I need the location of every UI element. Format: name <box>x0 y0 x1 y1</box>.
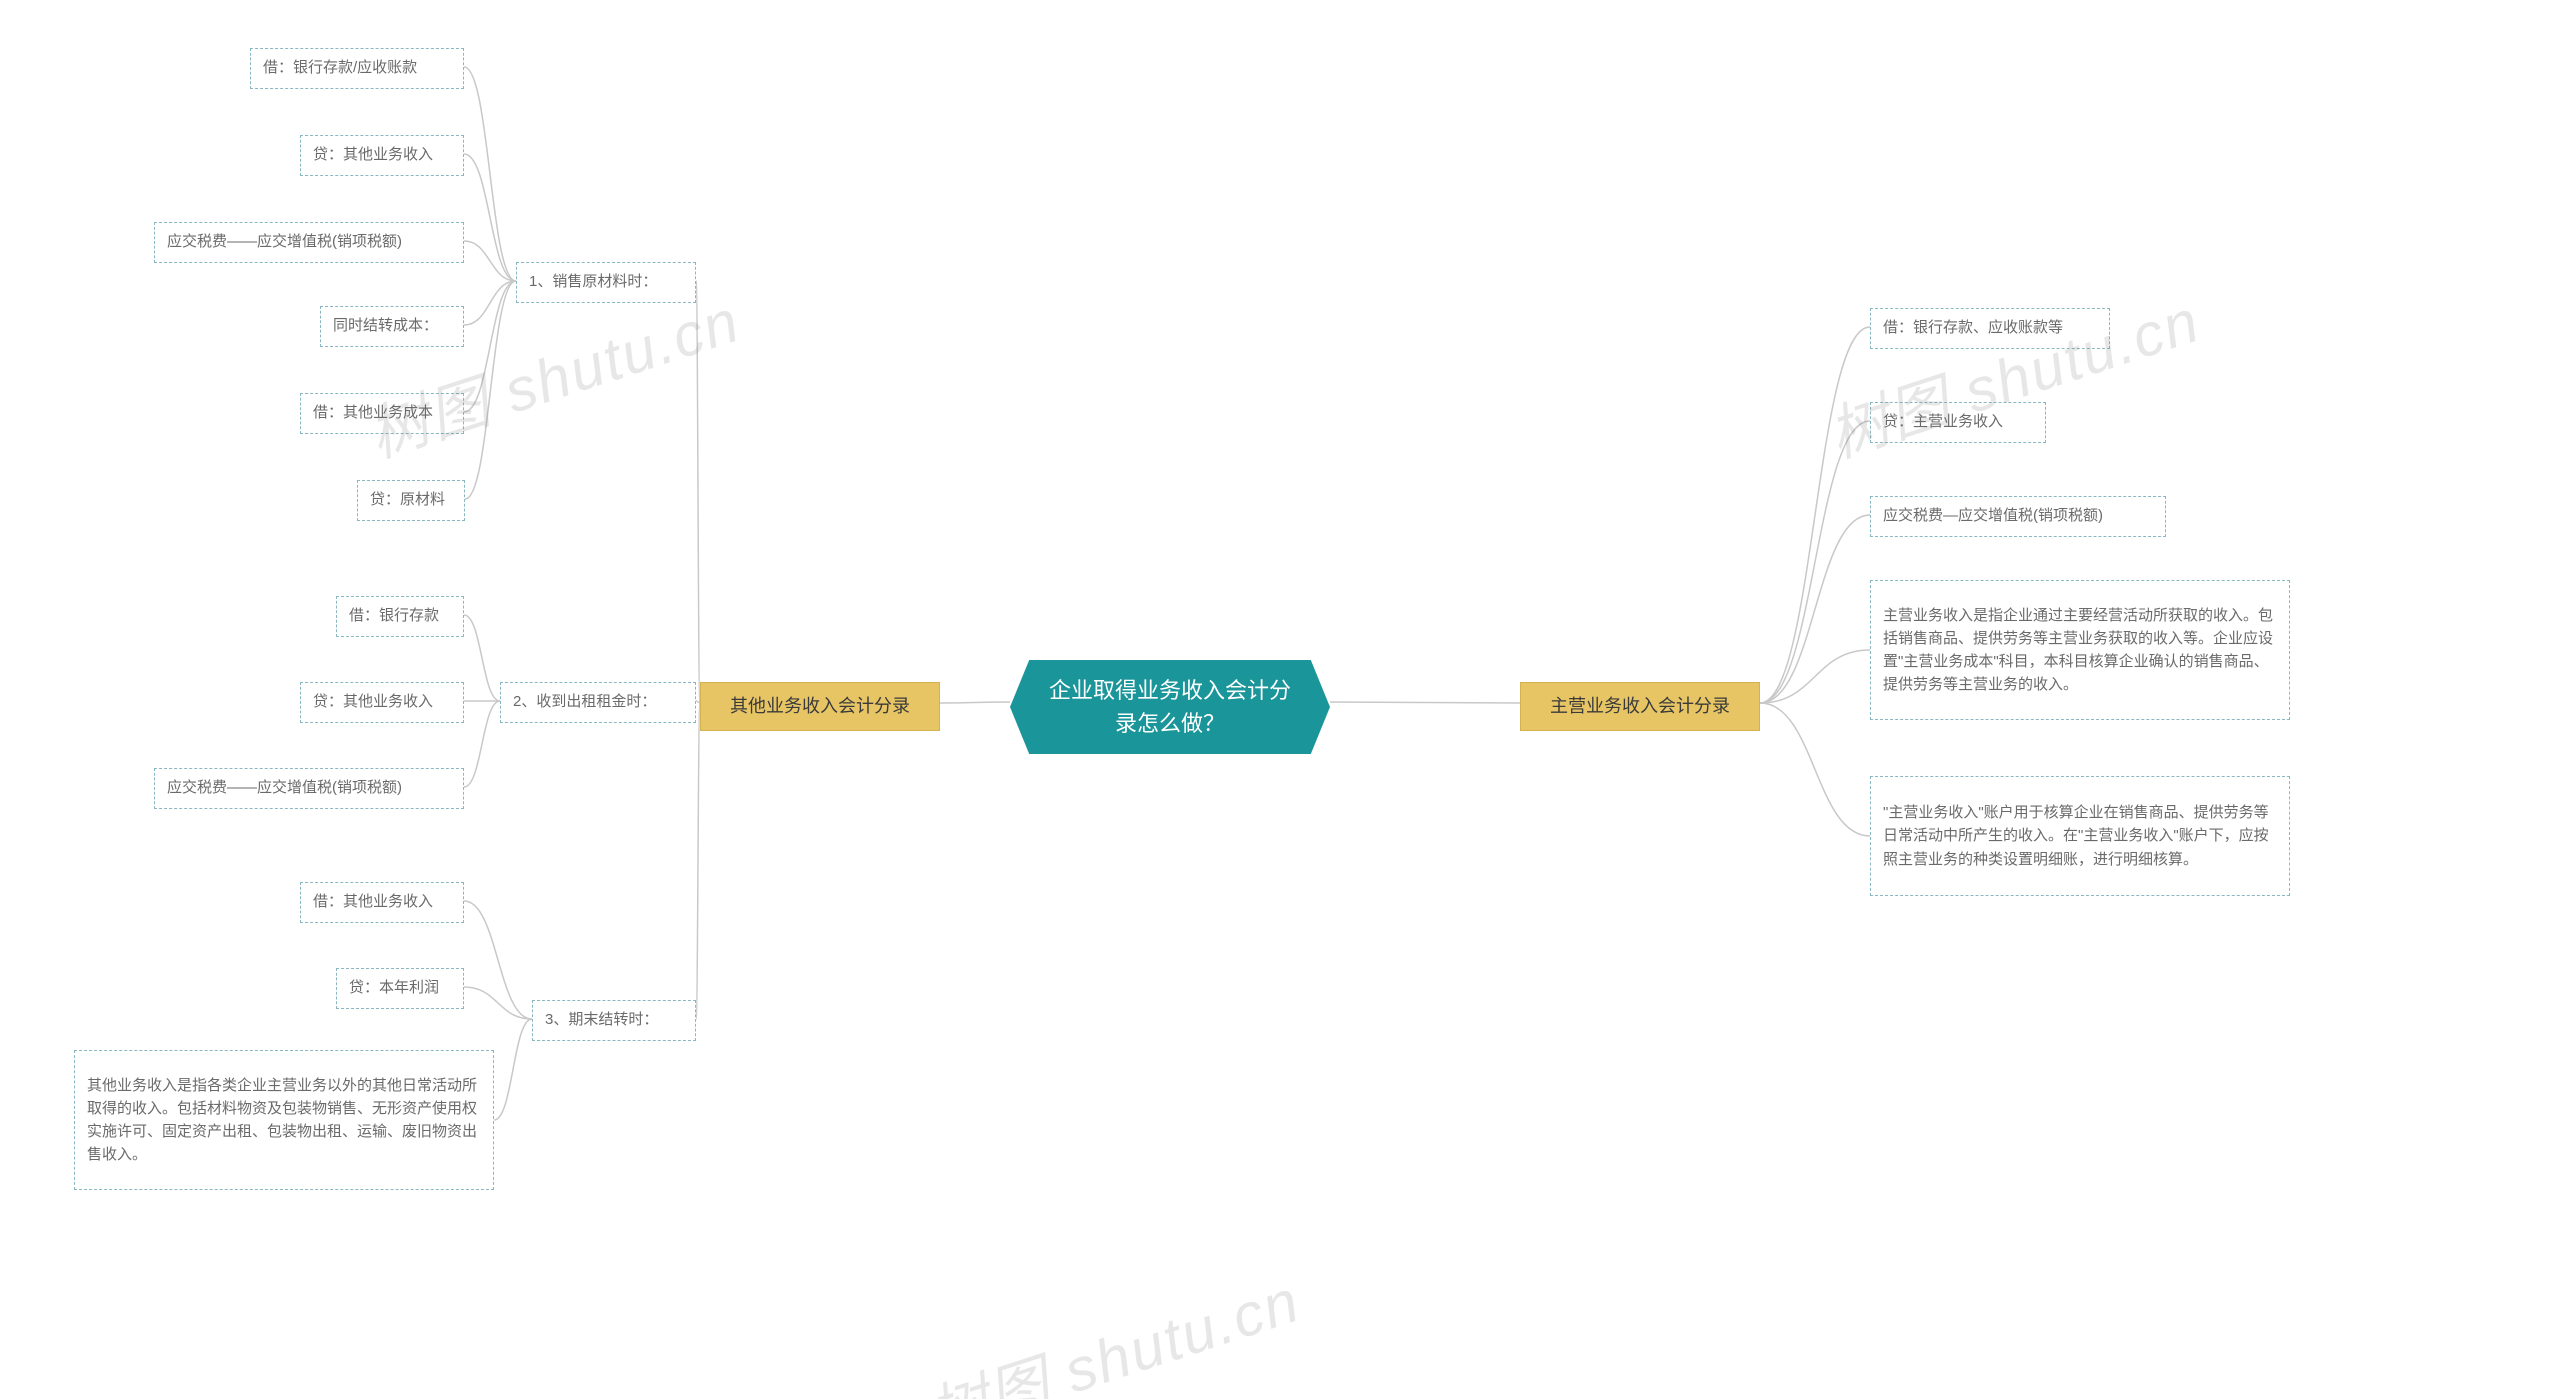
left-sub-1-leaf-2: 应交税费——应交增值税(销项税额) <box>154 768 464 809</box>
left-sub-0-leaf-0: 借：银行存款/应收账款 <box>250 48 464 89</box>
left-sub-2-leaf-0: 借：其他业务收入 <box>300 882 464 923</box>
watermark-2: 树图 shutu.cn <box>916 1253 1310 1399</box>
left-sub-1: 2、收到出租租金时： <box>500 682 696 723</box>
right-leaf-0: 借：银行存款、应收账款等 <box>1870 308 2110 349</box>
right-leaf-3: 主营业务收入是指企业通过主要经营活动所获取的收入。包括销售商品、提供劳务等主营业… <box>1870 580 2290 720</box>
left-sub-1-leaf-0: 借：银行存款 <box>336 596 464 637</box>
right-leaf-2: 应交税费—应交增值税(销项税额) <box>1870 496 2166 537</box>
mindmap-canvas: { "type": "mindmap", "background_color":… <box>0 0 2560 1399</box>
left-sub-2: 3、期末结转时： <box>532 1000 696 1041</box>
left-sub-2-leaf-2: 其他业务收入是指各类企业主营业务以外的其他日常活动所取得的收入。包括材料物资及包… <box>74 1050 494 1190</box>
branch-left: 其他业务收入会计分录 <box>700 682 940 731</box>
left-sub-1-leaf-1: 贷：其他业务收入 <box>300 682 464 723</box>
left-sub-0-leaf-4: 借：其他业务成本 <box>300 393 464 434</box>
left-sub-0: 1、销售原材料时： <box>516 262 696 303</box>
left-sub-0-leaf-3: 同时结转成本： <box>320 306 464 347</box>
left-sub-0-leaf-1: 贷：其他业务收入 <box>300 135 464 176</box>
left-sub-0-leaf-5: 贷：原材料 <box>357 480 465 521</box>
root-node: 企业取得业务收入会计分 录怎么做？ <box>1010 660 1330 754</box>
right-leaf-1: 贷：主营业务收入 <box>1870 402 2046 443</box>
left-sub-2-leaf-1: 贷：本年利润 <box>336 968 464 1009</box>
watermark-0: 树图 shutu.cn <box>356 273 750 475</box>
left-sub-0-leaf-2: 应交税费——应交增值税(销项税额) <box>154 222 464 263</box>
watermark-1: 树图 shutu.cn <box>1816 273 2210 475</box>
right-leaf-4: "主营业务收入"账户用于核算企业在销售商品、提供劳务等日常活动中所产生的收入。在… <box>1870 776 2290 896</box>
branch-right: 主营业务收入会计分录 <box>1520 682 1760 731</box>
